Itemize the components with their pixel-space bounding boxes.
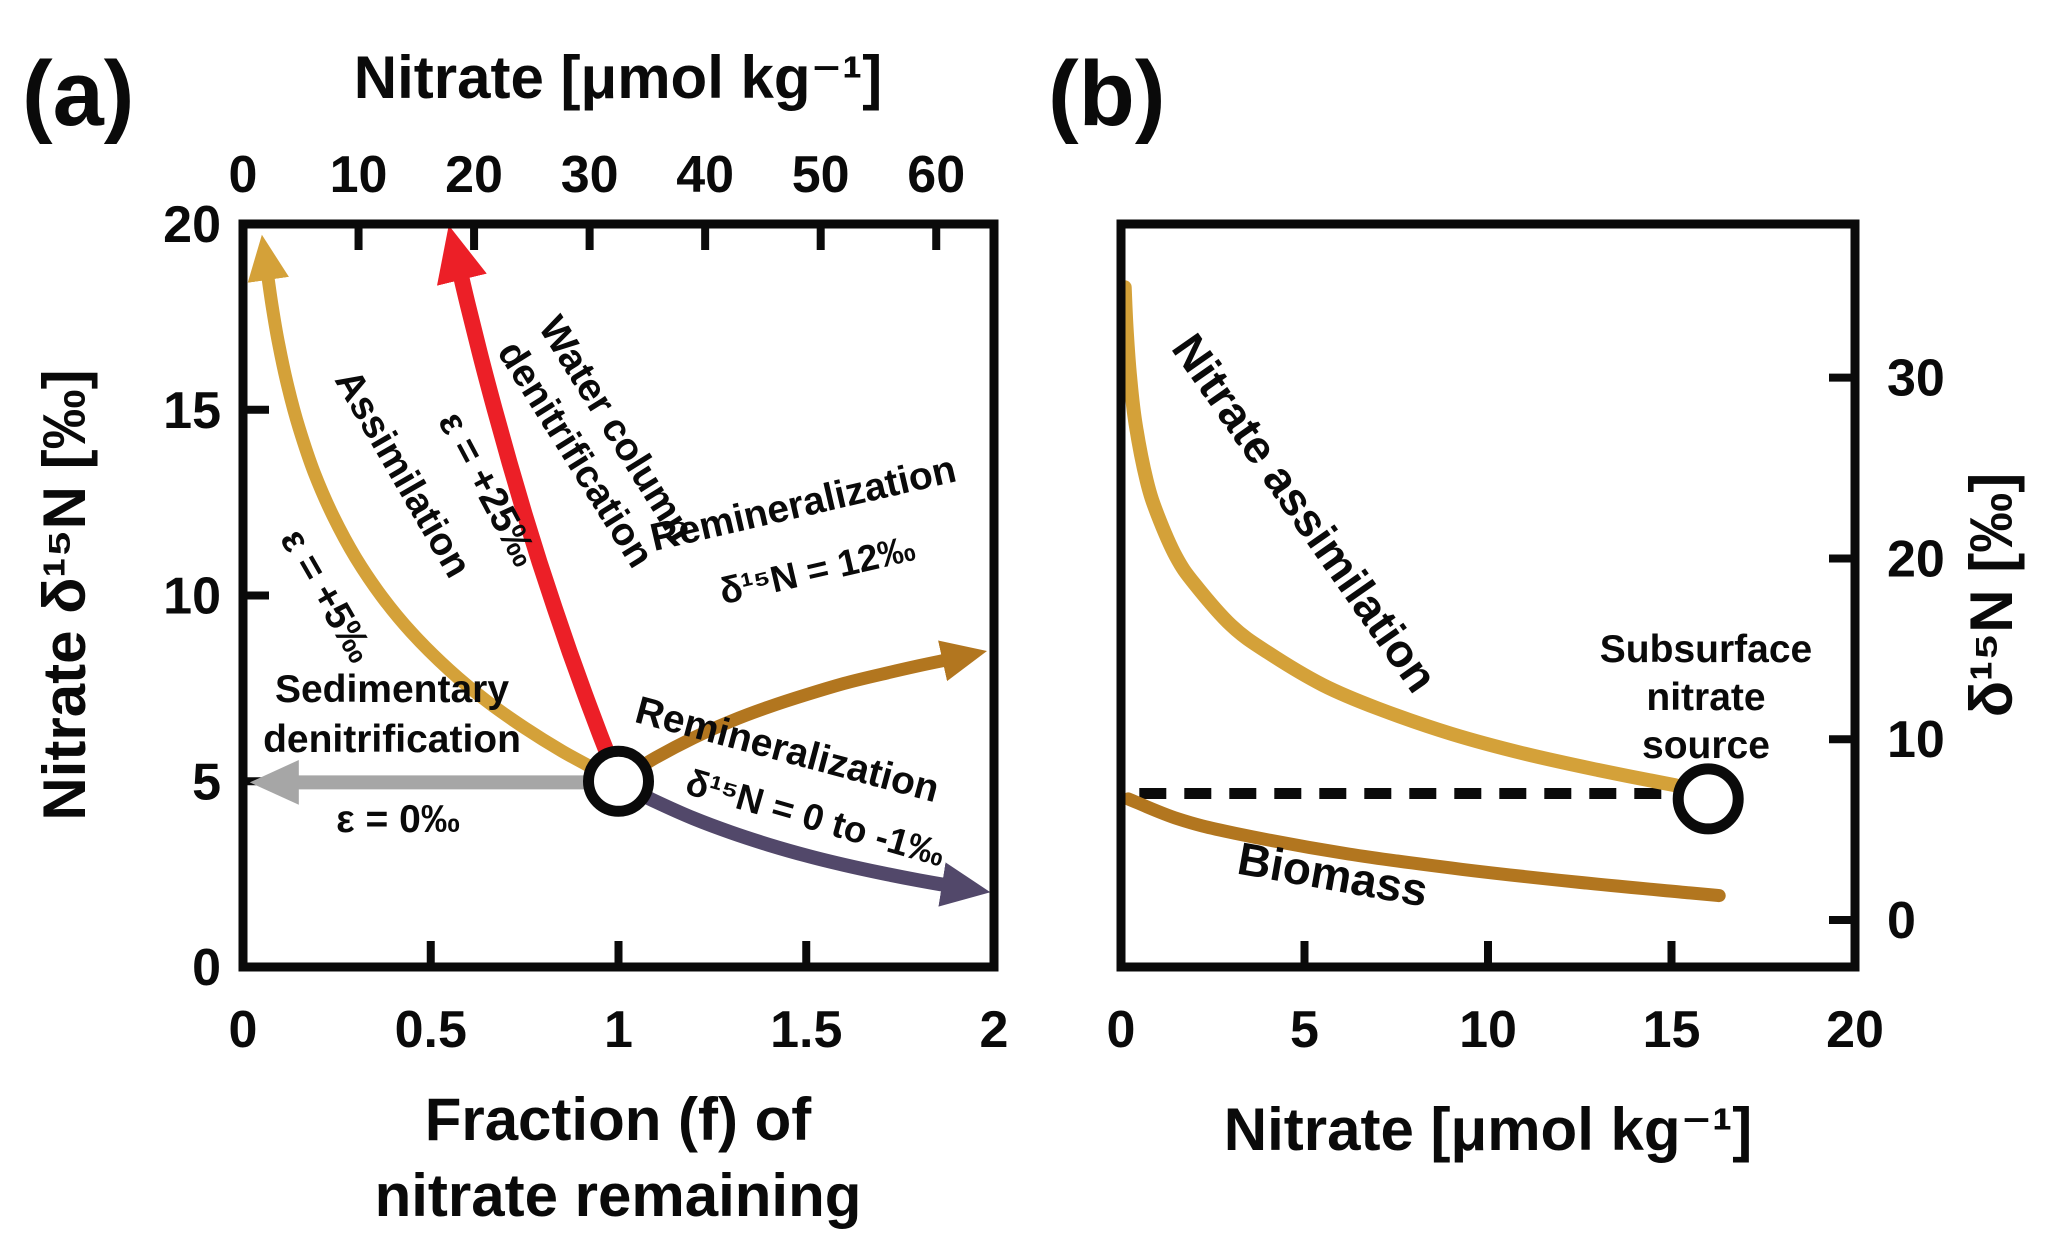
panel-b-right-tick-label-30: 30 <box>1887 350 1945 408</box>
panel-a-left-tick-label-5: 5 <box>192 753 221 811</box>
panel-a-bottom-tick-label-0.5: 0.5 <box>395 1001 467 1059</box>
panel-b-bottom-tick-label-15: 15 <box>1643 1001 1701 1059</box>
panel-b-bottom-tick-label-10: 10 <box>1459 1001 1517 1059</box>
panel-a-top-tick-label-50: 50 <box>792 146 850 204</box>
panel-a-bottom-tick-label-1: 1 <box>604 1001 633 1059</box>
assimilation-curve <box>247 234 607 779</box>
subsurface-source-label-line3: source <box>1642 724 1770 767</box>
a-bottom-axis-title-line2: nitrate remaining <box>375 1162 862 1229</box>
panel-b-bottom-tick-label-0: 0 <box>1107 1001 1136 1059</box>
subsurface-nitrate-source-marker <box>1672 763 1744 835</box>
panel-a-top-tick-label-60: 60 <box>907 146 965 204</box>
panel-a-left-tick-label-0: 0 <box>192 939 221 997</box>
a-curves <box>247 225 991 907</box>
panel-b-bottom-tick-label-20: 20 <box>1826 1001 1884 1059</box>
panel-b-label: (b) <box>1048 43 1165 145</box>
panel-a-bottom-tick-label-2: 2 <box>980 1001 1009 1059</box>
panel-a-top-tick-label-30: 30 <box>561 146 619 204</box>
initial-nitrate-marker <box>583 745 654 817</box>
panel-a-left-tick-label-10: 10 <box>163 568 221 626</box>
panel-a: (a) Nitrate [μmol kg⁻¹] Nitrate δ¹⁵N [‰]… <box>22 43 1008 1229</box>
biomass-label: Biomass <box>1234 832 1432 917</box>
panel-b-right-tick-label-10: 10 <box>1887 711 1945 769</box>
b-curves <box>1117 280 1726 903</box>
sedimentary-denitrification-label-line2: denitrification <box>263 718 521 761</box>
panel-b-bottom-tick-label-5: 5 <box>1290 1001 1319 1059</box>
panel-b: (b) Nitrate [μmol kg⁻¹] δ¹⁵N [‰] 0 5 10 15 2… <box>1048 43 2025 1163</box>
panel-a-top-tick-label-0: 0 <box>229 146 258 204</box>
panel-a-frame <box>238 219 999 972</box>
panel-b-right-tick-label-20: 20 <box>1887 530 1945 588</box>
a-bottom-axis-title-line1: Fraction (f) of <box>425 1086 813 1153</box>
a-left-axis-title: Nitrate δ¹⁵N [‰] <box>31 369 98 820</box>
panel-a-top-tick-label-10: 10 <box>330 146 388 204</box>
remineralization-high-curve <box>623 640 987 781</box>
biomass-curve <box>1121 792 1726 903</box>
panel-b-frame <box>1116 219 1860 972</box>
sedimentary-epsilon-label: ε = 0‰ <box>336 798 460 841</box>
nitrate-assimilation-label: Nitrate assimilation <box>1162 324 1448 701</box>
panel-a-top-tick-label-20: 20 <box>445 146 503 204</box>
subsurface-source-label-line2: nitrate <box>1646 676 1765 719</box>
assimilation-epsilon-label: ε = +5‰ <box>272 522 382 670</box>
panel-a-left-tick-label-20: 20 <box>163 196 221 254</box>
remineralization-high-value: δ¹⁵N = 12‰ <box>716 527 919 612</box>
b-right-axis-title: δ¹⁵N [‰] <box>1958 473 2025 718</box>
panel-a-top-tick-label-40: 40 <box>676 146 734 204</box>
panel-a-label: (a) <box>22 43 134 145</box>
b-open-markers <box>1672 763 1744 835</box>
subsurface-source-label-line1: Subsurface <box>1600 628 1812 671</box>
water-column-denitrification-curve <box>436 225 621 776</box>
panel-a-left-tick-label-15: 15 <box>163 382 221 440</box>
nitrate-assimilation-curve <box>1117 280 1683 793</box>
b-bottom-axis-title: Nitrate [μmol kg⁻¹] <box>1224 1096 1752 1163</box>
panel-a-bottom-tick-label-1.5: 1.5 <box>770 1001 842 1059</box>
panel-b-right-tick-label-0: 0 <box>1887 892 1916 950</box>
a-top-axis-title: Nitrate [μmol kg⁻¹] <box>354 44 882 111</box>
sedimentary-denitrification-label-line1: Sedimentary <box>275 668 509 711</box>
a-open-markers <box>583 745 654 817</box>
remineralization-low-curve <box>622 781 991 907</box>
panel-a-bottom-tick-label-0: 0 <box>229 1001 258 1059</box>
